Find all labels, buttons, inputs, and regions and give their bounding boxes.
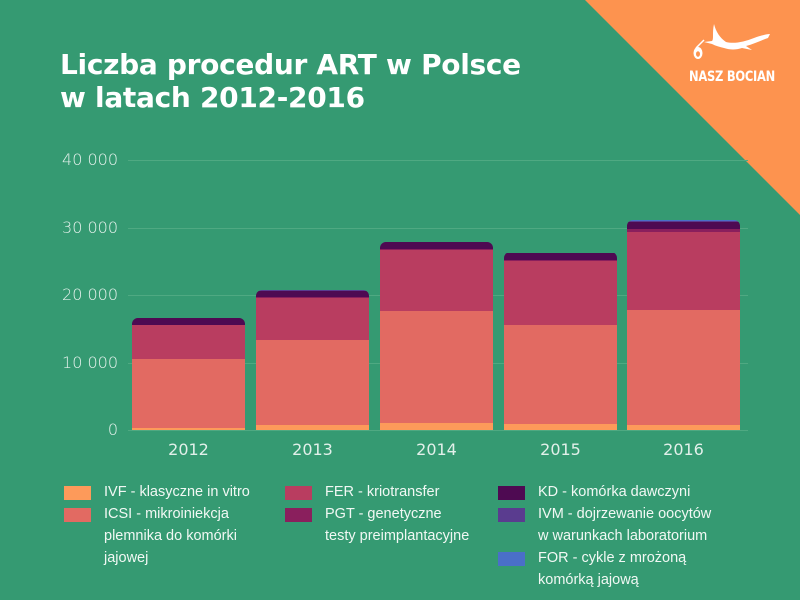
segment-for[interactable] (627, 220, 740, 222)
legend-item-for: FOR - cykle z mrożoną komórką jajową (498, 547, 711, 591)
segment-icsi[interactable] (132, 359, 245, 428)
x-axis-tick-label: 2012 (168, 440, 209, 459)
segment-ivf[interactable] (132, 427, 245, 430)
segment-fer[interactable] (627, 232, 740, 310)
segment-icsi[interactable] (256, 340, 369, 426)
y-axis-tick-label: 30 000 (62, 217, 118, 237)
segment-icsi[interactable] (627, 309, 740, 425)
segment-fer[interactable] (504, 261, 617, 326)
segment-icsi[interactable] (380, 311, 493, 424)
segment-pgt[interactable] (380, 249, 493, 251)
gridline (128, 160, 748, 161)
icsi-swatch (64, 508, 91, 522)
segment-pgt[interactable] (256, 297, 369, 299)
legend-item-icsi: ICSI - mikroiniekcja plemnika do komórki… (64, 503, 250, 569)
y-axis-tick-label: 0 (107, 420, 118, 439)
legend-item-kd: KD - komórka dawczyni (498, 481, 711, 503)
segment-kd[interactable] (627, 222, 740, 230)
legend-column-1: IVF - klasyczne in vitro ICSI - mikroini… (64, 481, 250, 569)
segment-fer[interactable] (132, 325, 245, 360)
segment-fer[interactable] (256, 298, 369, 341)
segment-kd[interactable] (256, 290, 369, 298)
x-axis-tick-label: 2016 (663, 440, 704, 459)
pgt-swatch (285, 508, 312, 522)
segment-pgt[interactable] (627, 229, 740, 233)
segment-kd[interactable] (380, 242, 493, 250)
ivm-swatch (498, 508, 525, 522)
legend-column-3: KD - komórka dawczyni IVM - dojrzewanie … (498, 481, 711, 591)
legend-item-pgt: PGT - genetyczne testy preimplantacyjne (285, 503, 469, 547)
title-line-1: Liczba procedur ART w Polsce (60, 48, 521, 81)
legend-item-fer: FER - kriotransfer (285, 481, 469, 503)
bar-2013[interactable] (256, 289, 369, 430)
legend-column-2: FER - kriotransfer PGT - genetyczne test… (285, 481, 469, 547)
stork-icon (693, 24, 770, 59)
segment-kd[interactable] (504, 253, 617, 261)
gridline (128, 430, 748, 431)
gridline (128, 227, 748, 229)
segment-ivf[interactable] (504, 423, 617, 430)
segment-ivf[interactable] (627, 424, 740, 430)
segment-ivm[interactable] (504, 252, 617, 254)
legend-item-ivm: IVM - dojrzewanie oocytów w warunkach la… (498, 503, 711, 547)
ivf-swatch (64, 486, 91, 500)
y-axis-tick-label: 10 000 (62, 352, 118, 372)
fer-swatch (285, 486, 312, 500)
segment-fer[interactable] (380, 250, 493, 312)
bar-2014[interactable] (380, 241, 493, 430)
bar-2015[interactable] (504, 252, 617, 430)
bar-2012[interactable] (132, 317, 245, 430)
for-swatch (498, 552, 525, 566)
logo-text: NASZ BOCIAN (688, 69, 776, 85)
segment-ivm[interactable] (627, 221, 740, 223)
nasz-bocian-logo: NASZ BOCIAN (676, 18, 788, 85)
segment-ivm[interactable] (380, 241, 493, 243)
segment-pgt[interactable] (504, 260, 617, 262)
bar-2016[interactable] (627, 220, 740, 430)
segment-ivf[interactable] (256, 425, 369, 430)
legend-item-ivf: IVF - klasyczne in vitro (64, 481, 250, 503)
x-axis-tick-label: 2014 (416, 440, 457, 459)
x-axis-tick-label: 2013 (292, 440, 333, 459)
kd-swatch (498, 486, 525, 500)
segment-pgt[interactable] (132, 324, 245, 326)
segment-kd[interactable] (132, 317, 245, 325)
y-axis-tick-label: 20 000 (62, 285, 118, 304)
x-axis-tick-label: 2015 (540, 440, 581, 459)
segment-ivf[interactable] (380, 423, 493, 430)
title-line-2: w latach 2012-2016 (60, 81, 365, 114)
y-axis-tick-label: 40 000 (62, 150, 118, 169)
segment-icsi[interactable] (504, 325, 617, 424)
segment-ivm[interactable] (256, 289, 369, 291)
chart-title: Liczba procedur ART w Polsce w latach 20… (60, 48, 521, 114)
